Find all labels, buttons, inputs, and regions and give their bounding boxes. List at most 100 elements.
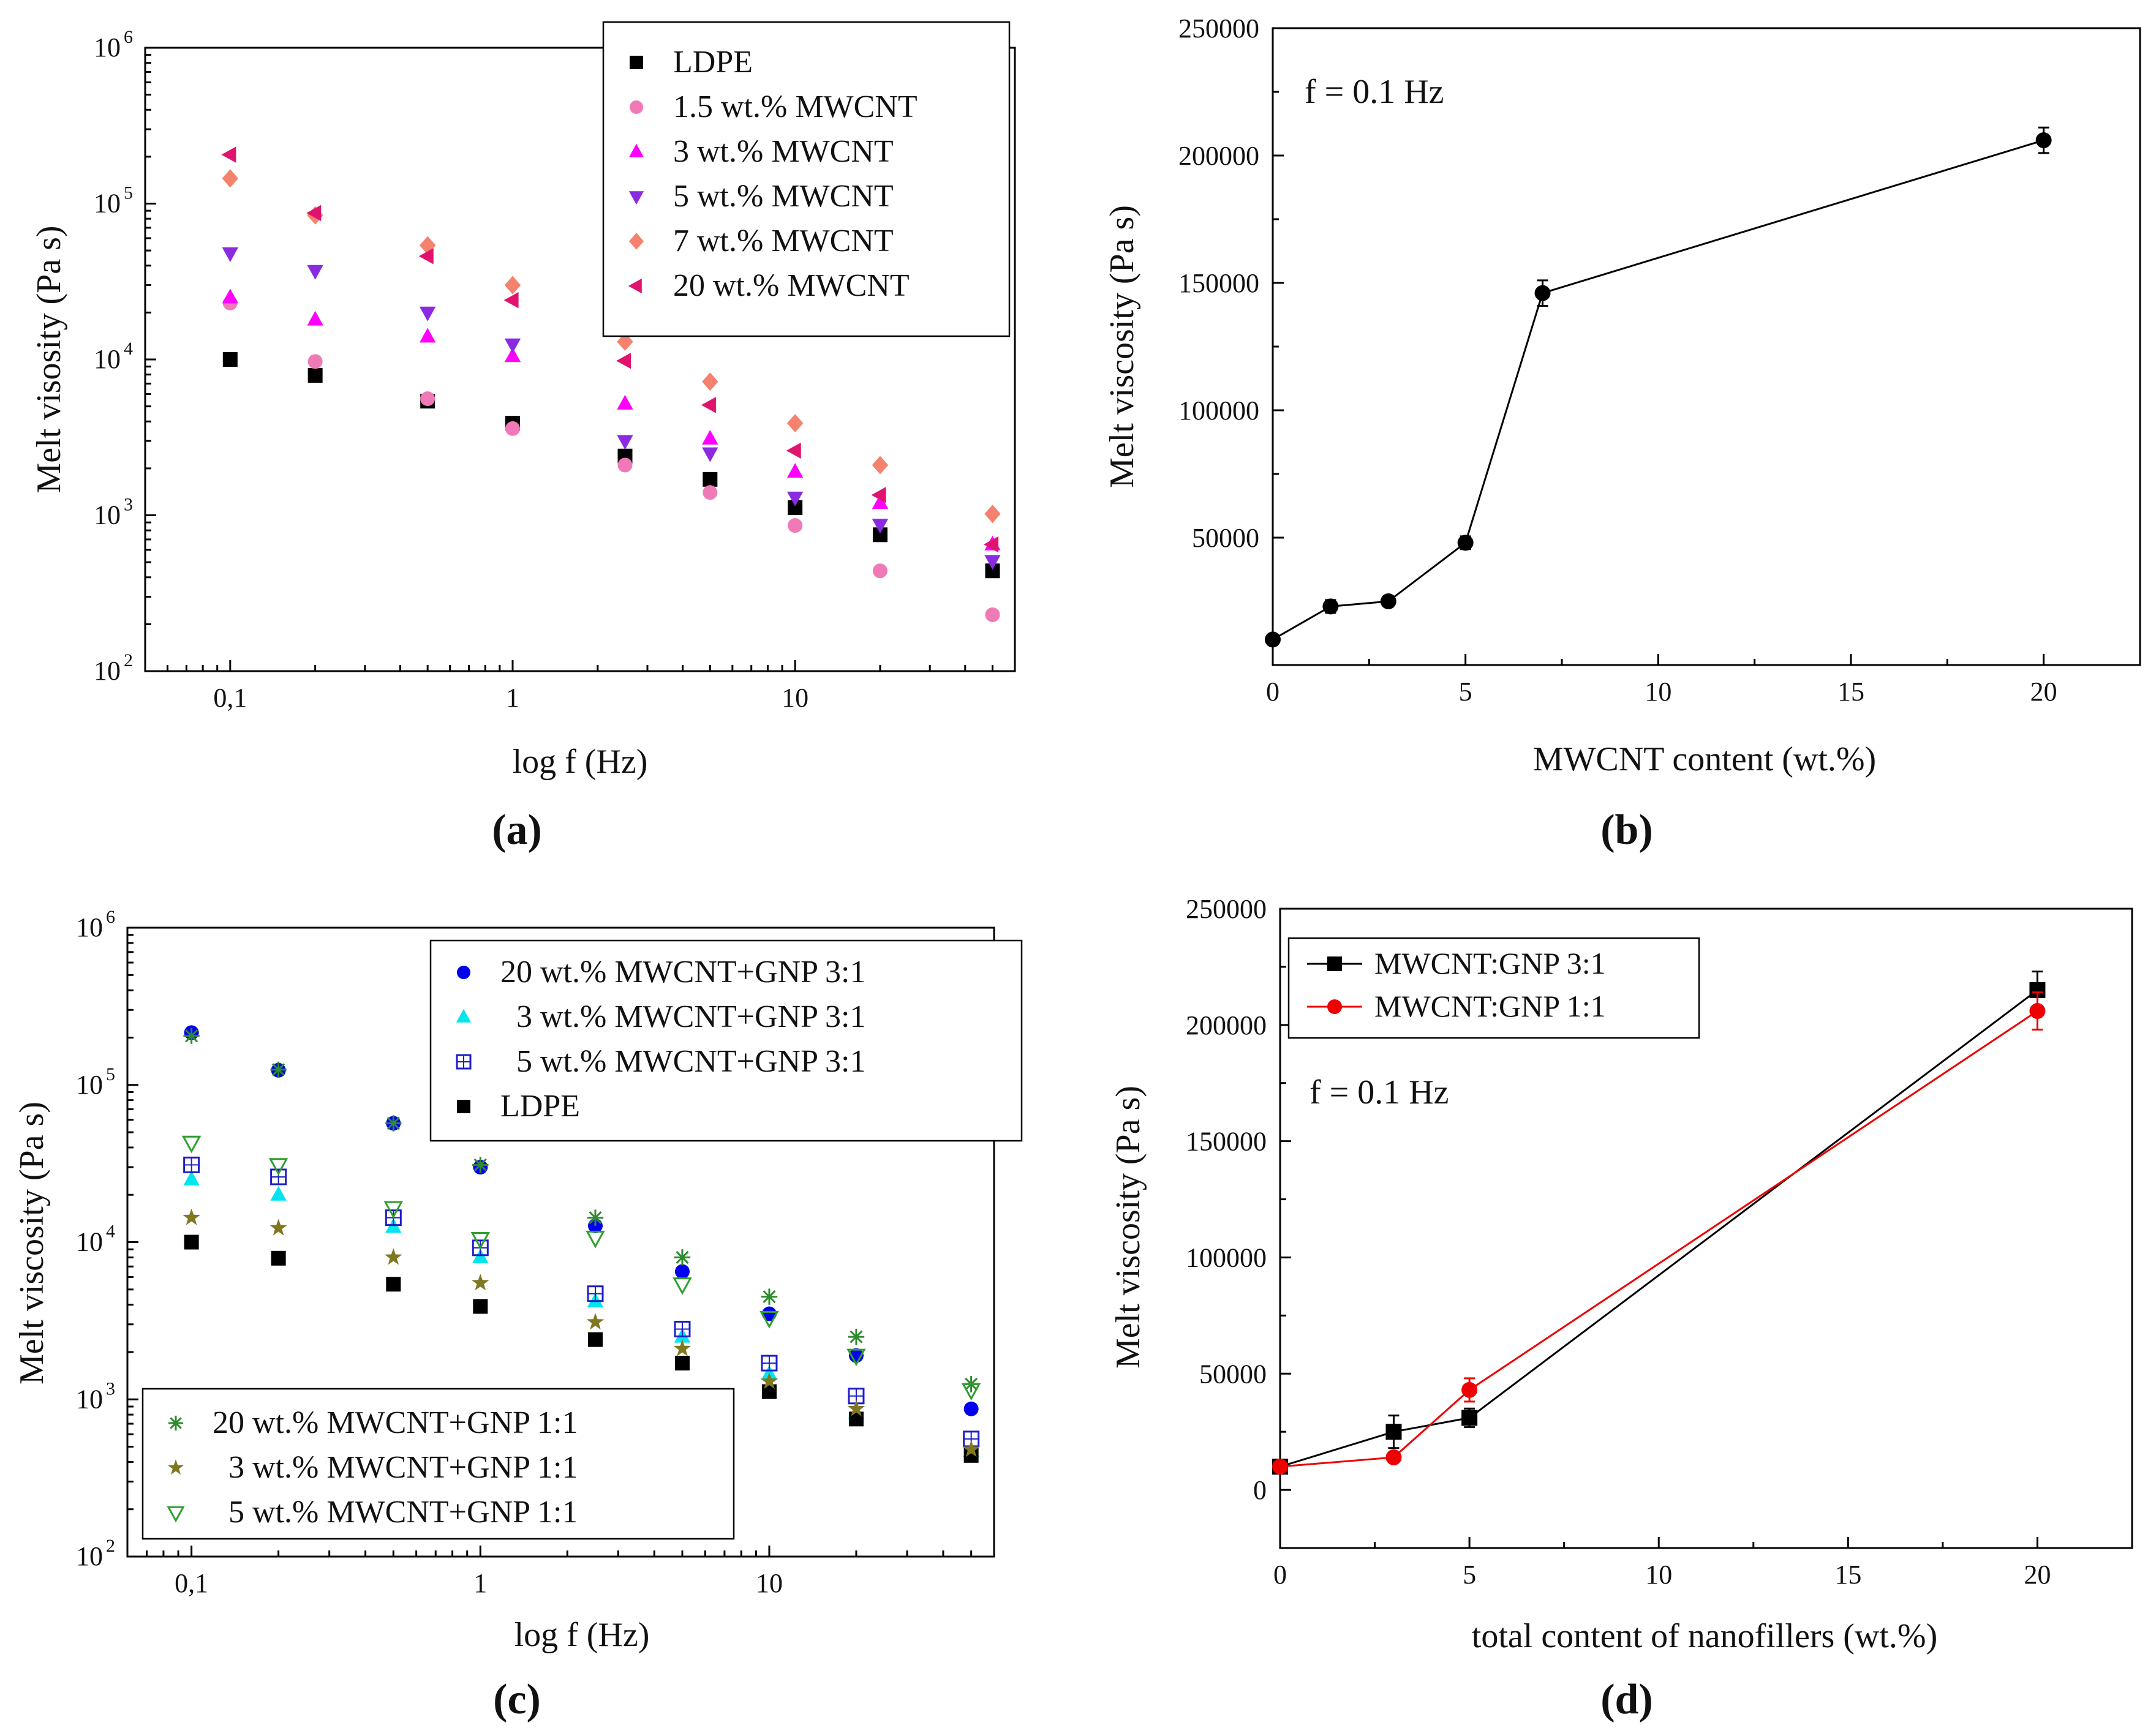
legend-item: 5 wt.% MWCNT+GNP 1:1 (167, 1495, 578, 1530)
data-point (674, 1320, 691, 1337)
plot-frame (1279, 907, 2133, 1549)
y-tick-exponent: 5 (106, 1064, 115, 1084)
x-axis-label: log f (Hz) (513, 743, 648, 781)
legend-box (602, 21, 1011, 337)
x-tick-label: 5 (1459, 677, 1472, 707)
data-point (1461, 1410, 1478, 1426)
legend: LDPE 1.5 wt.% MWCNT 3 wt.% MWCNT 5 wt.% MWC… (602, 21, 1011, 337)
legend-marker (456, 1009, 472, 1023)
legend-item: 5 wt.% MWCNT (628, 179, 894, 214)
series-1 (222, 295, 1000, 622)
data-point (761, 1384, 777, 1399)
legend-marker (456, 1054, 472, 1070)
series-5 (183, 1208, 980, 1457)
x-tick-label: 0,1 (175, 1568, 208, 1598)
y-tick-label: 10 (76, 1070, 103, 1100)
data-point (963, 1401, 979, 1416)
legend-label: 20 wt.% MWCNT+GNP 3:1 (500, 955, 866, 990)
data-point (222, 288, 239, 304)
legend-marker (628, 233, 644, 250)
x-tick-label: 10 (1645, 1560, 1672, 1590)
data-point (673, 1277, 692, 1295)
plot-frame (1272, 27, 2141, 666)
data-point (270, 1186, 287, 1201)
y-tick-exponent: 3 (106, 1378, 115, 1399)
y-axis-label: Melt visosity (Pa s) (30, 225, 68, 493)
x-tick-label: 5 (1463, 1560, 1476, 1590)
data-point (786, 491, 804, 506)
data-point (221, 146, 236, 163)
x-tick-label: 20 (2030, 677, 2057, 707)
y-tick-exponent: 4 (106, 1222, 115, 1242)
data-point (984, 555, 1001, 570)
series-4 (222, 169, 1001, 524)
x-tick-label: 10 (782, 683, 808, 713)
legend-marker (1327, 999, 1342, 1014)
legend-item: 3 wt.% MWCNT+GNP 3:1 (456, 999, 866, 1034)
data-point (222, 169, 239, 188)
data-point (588, 1332, 603, 1347)
data-point (702, 372, 718, 391)
legend-label: LDPE (673, 45, 753, 80)
data-point (307, 354, 323, 369)
series-6 (181, 1135, 981, 1401)
data-point (419, 236, 436, 255)
legend-label: 20 wt.% MWCNT+GNP 1:1 (213, 1405, 578, 1440)
data-point (504, 347, 521, 363)
data-point (586, 1230, 605, 1249)
legend-marker (630, 100, 643, 114)
frequency-annotation: f = 0.1 Hz (1310, 1073, 1449, 1111)
panel-label: (c) (493, 1676, 541, 1723)
x-tick-label: 15 (1834, 1560, 1861, 1590)
series-0 (1265, 126, 2052, 648)
y-tick-label: 250000 (1178, 13, 1259, 43)
data-point (786, 463, 804, 478)
data-point (847, 1399, 865, 1416)
data-point (1385, 1424, 1402, 1440)
legend-item: MWCNT:GNP 3:1 (1307, 946, 1606, 980)
legend: 20 wt.% MWCNT+GNP 3:1 3 wt.% MWCNT+GNP 3… (141, 939, 1023, 1540)
legend-label: 7 wt.% MWCNT (673, 224, 894, 258)
panel-d: 0 5 10 15 20 0 50000 100000 150000 200000 250000 f… (1109, 894, 2133, 1723)
data-point (504, 276, 521, 295)
y-tick-exponent: 6 (124, 27, 133, 47)
x-tick-label: 0 (1273, 1560, 1287, 1590)
legend-label: 20 wt.% MWCNT (673, 268, 910, 303)
panel-b: 0 5 10 15 20 50000 100000 150000 200000 250000 f … (1103, 13, 2141, 854)
data-point (385, 1115, 402, 1132)
data-point (307, 265, 323, 280)
legend-marker (457, 966, 470, 979)
y-tick-exponent: 6 (106, 907, 115, 927)
data-point (2029, 1003, 2046, 1020)
data-point (587, 1285, 604, 1302)
data-point (505, 421, 520, 436)
data-point (984, 536, 999, 553)
data-point (984, 505, 1001, 524)
panel-label: (d) (1600, 1676, 1653, 1723)
legend-item: 3 wt.% MWCNT+GNP 1:1 (167, 1450, 578, 1485)
data-point (786, 442, 801, 459)
legend-item: 20 wt.% MWCNT+GNP 1:1 (168, 1405, 578, 1440)
data-point (1265, 631, 1281, 648)
data-point (503, 292, 519, 309)
data-point (872, 494, 889, 509)
legend-box-bottom (141, 1388, 735, 1540)
legend-box-top (429, 939, 1023, 1142)
y-tick-label: 200000 (1178, 141, 1259, 171)
y-tick-label: 10 (94, 500, 121, 530)
series-2 (183, 1156, 980, 1448)
data-point (1322, 598, 1339, 615)
legend-item: LDPE (630, 45, 753, 80)
y-tick-label: 10 (94, 32, 121, 62)
x-tick-label: 20 (2024, 1560, 2051, 1590)
data-point (961, 1383, 981, 1401)
legend-marker (167, 1506, 185, 1523)
series-5 (221, 146, 999, 553)
y-tick-exponent: 2 (124, 650, 133, 671)
series-line (1279, 989, 2038, 1468)
data-point (760, 1372, 778, 1389)
legend-item: 7 wt.% MWCNT (628, 224, 894, 258)
legend-label: 3 wt.% MWCNT+GNP 1:1 (213, 1450, 578, 1485)
legend-item: LDPE (457, 1089, 580, 1124)
